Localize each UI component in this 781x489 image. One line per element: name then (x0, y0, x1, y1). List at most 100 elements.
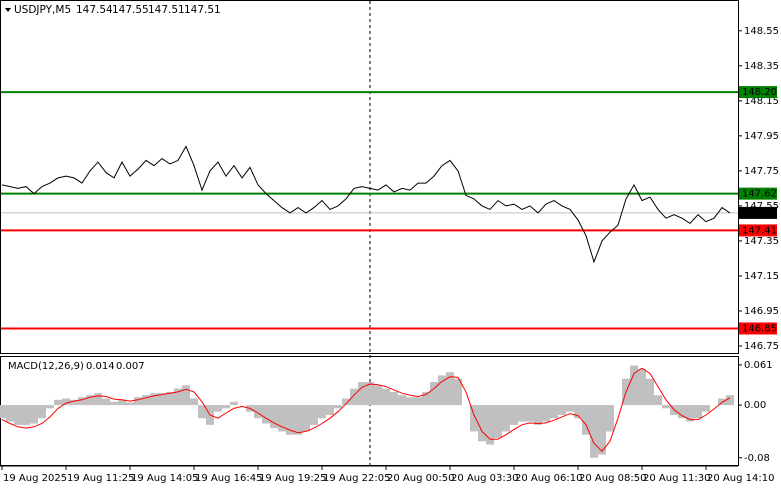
histogram-bar (598, 405, 606, 455)
x-tick-label: 19 Aug 16:45 (195, 473, 262, 484)
histogram-bar (542, 405, 550, 422)
histogram-bar (0, 405, 6, 419)
histogram-bar (30, 405, 38, 424)
histogram-bar (78, 397, 86, 406)
level-label-box (739, 86, 777, 99)
histogram-bar (526, 405, 534, 422)
histogram-bar (294, 405, 302, 435)
y-tick-label: 0.061 (744, 360, 773, 371)
indicator-value: 0.007 (116, 361, 145, 372)
chart-title: USDJPY,M5 (14, 4, 71, 16)
histogram-bar (566, 405, 574, 412)
x-tick-label: 19 Aug 22:05 (323, 473, 390, 484)
y-tick-label: -0.08 (744, 453, 770, 464)
y-tick-label: 147.75 (744, 166, 779, 177)
histogram-bar (70, 399, 78, 406)
x-tick-label: 19 Aug 14:05 (131, 473, 198, 484)
y-tick-label: 148.15 (744, 96, 779, 107)
histogram-bar (302, 405, 310, 432)
price-line (1, 145, 731, 264)
histogram-bar (502, 405, 510, 432)
histogram-bar (550, 405, 558, 419)
histogram-bar (574, 405, 582, 419)
y-tick-label: 147.55 (744, 201, 779, 212)
histogram-bar (134, 397, 142, 406)
histogram-bar (414, 397, 422, 406)
histogram-bar (446, 372, 454, 406)
histogram-bar (654, 395, 662, 406)
histogram-bar (726, 395, 734, 406)
histogram-bar (694, 405, 702, 419)
histogram-bar (486, 405, 494, 445)
histogram-bar (198, 405, 206, 419)
x-tick-label: 20 Aug 06:10 (515, 473, 582, 484)
histogram-bar (686, 405, 694, 422)
histogram-bar (510, 405, 518, 425)
level-label: 147.62 (742, 189, 777, 200)
histogram-bar (582, 405, 590, 435)
ohlc-value: 147.51 (184, 4, 221, 16)
histogram-bar (358, 382, 366, 406)
histogram-bar (22, 405, 30, 425)
y-tick-label: 0.00 (744, 400, 766, 411)
histogram-bar (478, 405, 486, 442)
histogram-bar (374, 385, 382, 406)
histogram-bar (150, 393, 158, 406)
histogram-bar (422, 391, 430, 406)
histogram-bar (118, 399, 126, 406)
symbol-menu-icon[interactable] (5, 8, 11, 12)
x-tick-label: 19 Aug 11:25 (67, 473, 134, 484)
histogram-bar (398, 395, 406, 406)
histogram-bar (702, 405, 710, 412)
histogram-bar (646, 378, 654, 406)
current-price-label: 147.51 (742, 208, 777, 219)
ohlc-value: 147.55 (112, 4, 149, 16)
histogram-bar (86, 395, 94, 406)
histogram-bar (94, 393, 102, 406)
current-price-box (739, 206, 777, 219)
histogram-bar (454, 378, 462, 406)
histogram-bar (270, 405, 278, 429)
histogram-bar (214, 405, 222, 412)
histogram-bar (718, 398, 726, 406)
histogram-bar (366, 382, 374, 406)
level-label: 148.20 (742, 87, 777, 98)
histogram-bar (222, 405, 230, 409)
histogram-bar (62, 398, 70, 406)
histogram-bar (174, 388, 182, 406)
histogram-bar (6, 405, 14, 422)
histogram-bar (54, 399, 62, 406)
histogram-bar (262, 405, 270, 424)
level-label-box (739, 187, 777, 200)
ohlc-value: 147.51 (148, 4, 185, 16)
x-tick-label: 19 Aug 2025 (3, 473, 67, 484)
histogram-bar (14, 405, 22, 425)
histogram-bar (158, 393, 166, 406)
histogram-bar (390, 391, 398, 406)
histogram-bar (590, 405, 598, 458)
histogram-bar (46, 405, 54, 409)
level-label-box (739, 322, 777, 335)
signal-line (1, 367, 731, 452)
indicator-title: MACD(12,26,9) (8, 361, 84, 372)
histogram-bar (286, 405, 294, 435)
histogram-bar (310, 405, 318, 425)
y-tick-label: 146.75 (744, 341, 779, 352)
histogram-bar (606, 405, 614, 432)
histogram-bar (38, 405, 46, 419)
histogram-bar (350, 388, 358, 406)
level-label-box (739, 224, 777, 237)
y-tick-label: 147.15 (744, 271, 779, 282)
histogram-bar (342, 398, 350, 406)
histogram-bar (102, 398, 110, 406)
histogram-bar (142, 395, 150, 406)
histogram-bar (166, 391, 174, 406)
y-tick-label: 148.55 (744, 26, 779, 37)
histogram-bar (334, 405, 342, 409)
histogram-bar (438, 375, 446, 406)
histogram-bar (110, 401, 118, 406)
indicator-value: 0.014 (86, 361, 115, 372)
x-tick-label: 20 Aug 00:50 (387, 473, 454, 484)
histogram-bar (278, 405, 286, 432)
